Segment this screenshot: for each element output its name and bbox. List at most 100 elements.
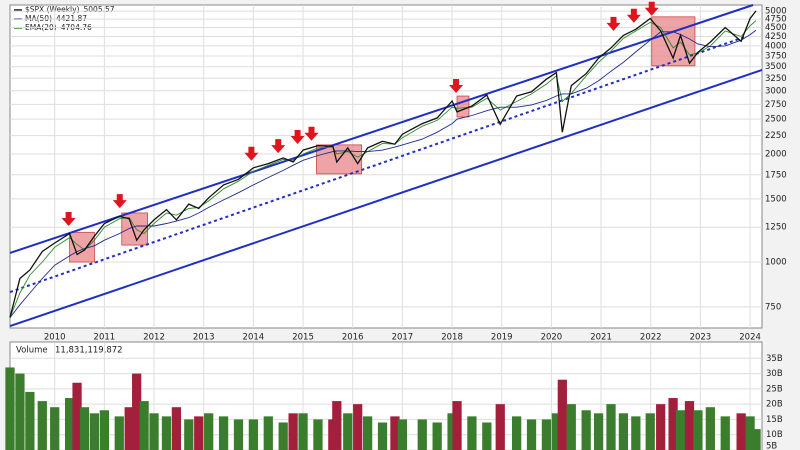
volume-bar <box>618 413 629 450</box>
y-tick-label: 15B <box>766 415 783 425</box>
volume-bar <box>248 419 259 450</box>
x-tick-label: 2018 <box>441 333 463 343</box>
volume-bar <box>720 416 730 450</box>
volume-bar <box>37 401 47 450</box>
volume-bar <box>482 422 492 450</box>
y-tick-label: 1500 <box>765 194 787 204</box>
highlight-box <box>456 95 470 118</box>
y-tick-label: 35B <box>766 354 783 364</box>
volume-bar <box>288 413 298 450</box>
volume-bar <box>447 413 457 450</box>
signal-arrow <box>449 78 464 93</box>
volume-bar <box>495 404 505 450</box>
y-tick-label: 25B <box>766 384 783 394</box>
volume-bar <box>736 413 746 450</box>
signal-arrow <box>61 211 76 226</box>
series-line <box>9 10 757 318</box>
volume-bar <box>705 407 715 450</box>
x-tick-label: 2014 <box>243 333 265 343</box>
x-tick-label: 2023 <box>690 333 712 343</box>
legend-label: $SPX (Weekly) <box>25 5 80 14</box>
signal-arrow <box>626 8 641 23</box>
x-tick-label: 2024 <box>739 333 761 343</box>
y-tick-label: 2000 <box>765 149 787 159</box>
y-tick-label: 2250 <box>765 131 787 141</box>
volume-bar <box>541 419 552 450</box>
volume-bar <box>161 416 172 450</box>
volume-bar <box>72 382 82 450</box>
volume-bar <box>593 413 604 450</box>
y-tick-label: 4750 <box>765 15 787 25</box>
volume-bar <box>149 413 159 450</box>
volume-bar <box>656 404 666 450</box>
volume-bar <box>114 416 124 450</box>
volume-bar <box>432 422 442 450</box>
volume-bar <box>397 419 408 450</box>
trendline <box>9 35 746 293</box>
volume-bar <box>452 401 462 450</box>
x-tick-label: 2021 <box>590 333 612 343</box>
volume-bar <box>332 401 342 450</box>
volume-bar <box>512 416 522 450</box>
volume-bar <box>353 404 363 450</box>
volume-bar <box>551 413 561 450</box>
signal-arrow <box>271 139 286 154</box>
volume-bar <box>79 407 90 450</box>
volume-bar <box>693 410 703 450</box>
volume-bar <box>377 422 388 450</box>
legend-value: 4421.87 <box>56 14 87 23</box>
signal-arrow <box>304 126 319 141</box>
volume-bar <box>645 413 655 450</box>
volume-bar <box>15 373 25 450</box>
volume-bar <box>278 422 288 450</box>
series-line <box>9 29 757 318</box>
volume-bar <box>581 410 591 450</box>
volume-bar <box>631 416 641 450</box>
volume-bar <box>99 410 110 450</box>
volume-bar <box>298 413 308 450</box>
volume-bar <box>557 379 567 450</box>
y-tick-label: 2750 <box>765 100 787 110</box>
volume-bar <box>745 416 755 450</box>
y-tick-label: 2500 <box>765 115 787 125</box>
y-tick-label: 5000 <box>765 7 787 17</box>
volume-bar <box>50 407 60 450</box>
signal-arrow <box>644 1 659 16</box>
signal-arrow <box>606 16 621 31</box>
y-tick-label: 1750 <box>765 170 787 180</box>
volume-bar <box>263 416 273 450</box>
x-tick-label: 2012 <box>143 333 165 343</box>
x-tick-label: 2015 <box>292 333 314 343</box>
volume-bar <box>526 419 537 450</box>
volume-bar <box>675 410 686 450</box>
volume-bar <box>751 429 761 450</box>
volume-bar <box>89 413 100 450</box>
volume-bar <box>668 398 678 450</box>
volume-bar <box>204 413 214 450</box>
volume-bar <box>566 404 576 450</box>
legend-label: MA(50) <box>25 14 52 23</box>
x-tick-label: 2019 <box>491 333 513 343</box>
volume-bar <box>171 407 182 450</box>
x-tick-label: 2013 <box>193 333 215 343</box>
volume-bar <box>233 419 244 450</box>
x-tick-label: 2011 <box>94 333 116 343</box>
y-tick-label: 30B <box>766 369 783 379</box>
trendline <box>9 4 754 254</box>
volume-name: Volume <box>16 346 48 356</box>
x-tick-label: 2016 <box>342 333 364 343</box>
y-tick-label: 4250 <box>765 32 787 42</box>
trendline <box>9 69 763 328</box>
volume-bar <box>139 401 149 450</box>
x-tick-label: 2022 <box>640 333 662 343</box>
volume-bar <box>467 416 477 450</box>
y-tick-label: 3750 <box>765 51 787 61</box>
y-tick-label: 5B <box>766 442 777 450</box>
y-tick-label: 10B <box>766 430 783 440</box>
volume-bar <box>124 407 134 450</box>
volume-bar <box>343 413 353 450</box>
y-tick-label: 3250 <box>765 74 787 84</box>
x-tick-label: 2020 <box>541 333 563 343</box>
volume-bar <box>218 416 229 450</box>
